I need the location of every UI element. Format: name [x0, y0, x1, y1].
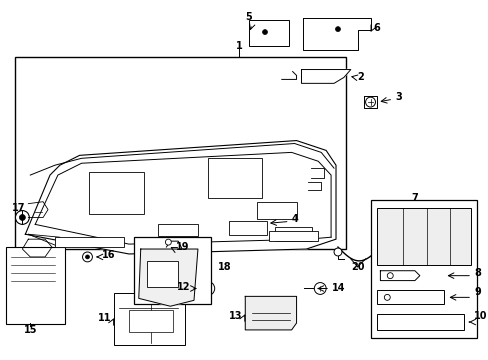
Text: 1: 1 [236, 41, 242, 51]
Bar [377, 314, 463, 330]
Polygon shape [303, 18, 370, 50]
Circle shape [82, 252, 92, 262]
Text: 19: 19 [176, 242, 189, 252]
Polygon shape [380, 271, 419, 280]
Bar [146, 261, 178, 287]
Bar [6, 247, 65, 324]
Circle shape [365, 97, 375, 107]
Text: 7: 7 [411, 193, 417, 203]
Polygon shape [363, 96, 377, 108]
Circle shape [386, 273, 392, 279]
Circle shape [384, 294, 389, 300]
Bar [114, 293, 185, 345]
Text: 11: 11 [98, 313, 111, 323]
Circle shape [16, 211, 29, 224]
Bar [249, 20, 288, 46]
Circle shape [335, 27, 340, 32]
Circle shape [165, 239, 171, 245]
Text: 9: 9 [473, 287, 480, 297]
Bar [16, 57, 345, 249]
Bar [207, 158, 262, 198]
Bar [229, 221, 266, 235]
Circle shape [20, 215, 25, 220]
Circle shape [85, 255, 89, 259]
Bar [377, 208, 470, 265]
Text: 10: 10 [473, 311, 487, 321]
Circle shape [314, 283, 325, 294]
Bar [134, 237, 210, 304]
Bar [274, 227, 312, 241]
Bar [377, 291, 444, 304]
Polygon shape [139, 249, 198, 306]
Text: 13: 13 [228, 311, 242, 321]
Text: 17: 17 [12, 203, 25, 213]
Text: 16: 16 [102, 250, 116, 260]
Text: 12: 12 [176, 282, 190, 292]
Polygon shape [25, 140, 335, 254]
Bar [129, 310, 173, 332]
Bar [55, 237, 124, 247]
Bar [257, 202, 296, 220]
Circle shape [333, 248, 341, 256]
Polygon shape [301, 69, 350, 84]
Text: 6: 6 [373, 23, 380, 33]
Bar [370, 200, 476, 338]
Text: 14: 14 [331, 283, 345, 293]
Polygon shape [245, 296, 296, 330]
Bar [158, 224, 198, 236]
Text: 2: 2 [357, 72, 364, 82]
Text: 15: 15 [23, 325, 37, 335]
Circle shape [262, 30, 267, 35]
Text: 20: 20 [350, 262, 364, 272]
Bar [268, 231, 318, 241]
Bar [89, 172, 143, 213]
Circle shape [201, 282, 214, 296]
Text: 5: 5 [245, 12, 252, 22]
Text: 4: 4 [291, 215, 298, 224]
Text: 8: 8 [473, 268, 480, 278]
Circle shape [376, 248, 384, 256]
Text: 18: 18 [217, 262, 231, 272]
Text: 3: 3 [394, 92, 401, 102]
